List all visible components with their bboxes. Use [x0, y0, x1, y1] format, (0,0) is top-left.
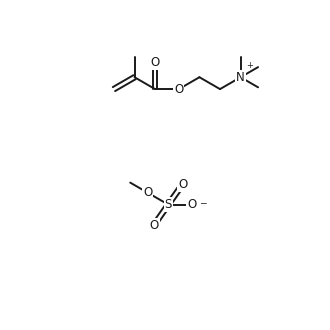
Text: +: +: [247, 61, 253, 70]
Text: O: O: [187, 198, 197, 211]
Text: O: O: [143, 186, 152, 199]
Text: O: O: [150, 56, 160, 69]
Text: S: S: [165, 198, 172, 211]
Text: O: O: [174, 82, 183, 96]
Text: N: N: [236, 71, 245, 84]
Text: O: O: [178, 178, 187, 191]
Text: O: O: [149, 218, 159, 232]
Text: −: −: [199, 198, 207, 208]
